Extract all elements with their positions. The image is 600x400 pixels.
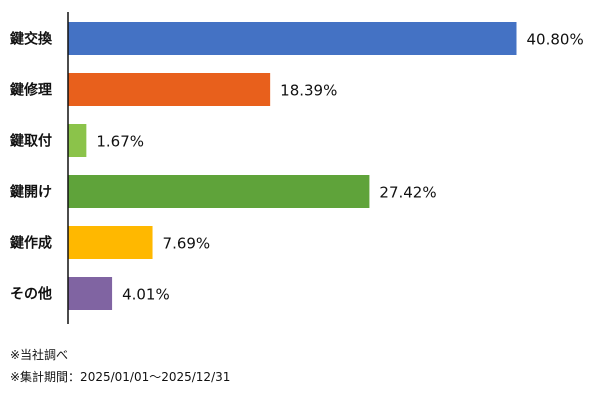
category-label-2: 鍵修理 xyxy=(10,82,52,99)
bar-6 xyxy=(68,277,113,310)
value-label-6: 4.01% xyxy=(122,286,170,304)
category-label-4: 鍵開け xyxy=(10,184,52,201)
value-label-1: 40.80% xyxy=(527,31,584,49)
bar-4 xyxy=(68,175,370,208)
bar-3 xyxy=(68,124,87,157)
bar-1 xyxy=(68,22,517,55)
bar-2 xyxy=(68,73,271,106)
bars-group xyxy=(68,22,517,310)
source-note: ※当社調べ xyxy=(10,348,69,362)
category-label-3: 鍵取付 xyxy=(10,133,52,150)
period-note: ※集計期間：2025/01/01～2025/12/31 xyxy=(10,370,231,384)
category-label-1: 鍵交換 xyxy=(10,31,53,48)
category-label-6: その他 xyxy=(10,286,52,303)
category-label-5: 鍵作成 xyxy=(10,235,52,252)
value-label-3: 1.67% xyxy=(96,133,144,151)
bar-5 xyxy=(68,226,153,259)
value-label-5: 7.69% xyxy=(163,235,211,253)
value-label-4: 27.42% xyxy=(379,184,436,202)
value-labels-group: 40.80% 18.39% 1.67% 27.42% 7.69% 4.01% xyxy=(96,31,583,304)
chart-notes: ※当社調べ ※集計期間：2025/01/01～2025/12/31 xyxy=(10,344,230,388)
value-label-2: 18.39% xyxy=(280,82,337,100)
